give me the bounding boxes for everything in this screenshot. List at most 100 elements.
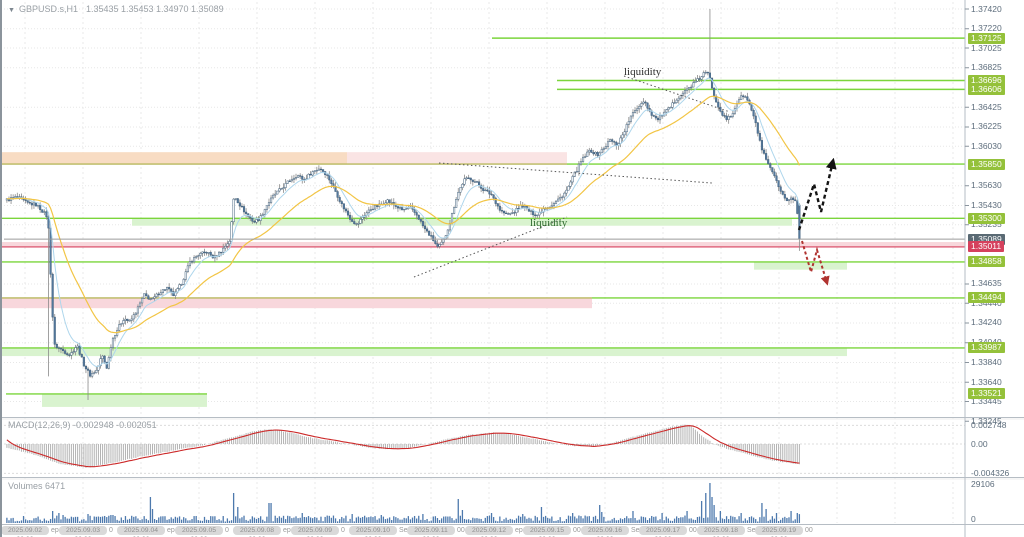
price-level-badge: 1.36696 <box>968 74 1005 86</box>
price-zone-band[interactable] <box>2 347 847 357</box>
candle-body <box>463 178 466 185</box>
candle-body <box>111 337 115 348</box>
candle-body <box>667 107 670 111</box>
candle-body <box>790 197 793 200</box>
time-axis-date-pill: 2025.09.05 00:00 <box>175 526 223 537</box>
macd-values: -0.002948 -0.002051 <box>73 420 157 430</box>
candle-body <box>765 153 768 160</box>
dotted-trendline[interactable] <box>438 162 713 184</box>
time-axis-date-pill: 2025.09.09 00:00 <box>291 526 339 537</box>
liquidity-annotation-mid[interactable]: liquidity <box>530 217 568 229</box>
candle-body <box>118 324 121 331</box>
price-tick-label: 1.34040 <box>971 338 1002 347</box>
candle-body <box>686 88 689 91</box>
candle-body <box>390 202 393 204</box>
price-level-badge: 1.36606 <box>968 83 1005 95</box>
time-axis-date-pill: 2025.09.03 00:00 <box>59 526 107 537</box>
bullish-scenario-arrow[interactable] <box>797 157 837 231</box>
price-zone-band[interactable] <box>754 261 847 270</box>
candle-body <box>149 298 152 300</box>
candle-body <box>783 194 786 199</box>
candle-body <box>201 251 204 254</box>
candle-body <box>37 204 40 207</box>
candle-body <box>24 199 27 201</box>
candle-body <box>99 358 102 367</box>
chart-expander-icon[interactable]: ▼ <box>8 7 15 14</box>
candle-body <box>492 194 495 199</box>
price-zone-band[interactable] <box>42 393 207 407</box>
candle-body <box>14 196 17 198</box>
candle-body <box>507 213 510 215</box>
dotted-trendline[interactable] <box>623 75 731 113</box>
time-axis-fragment: ep <box>51 527 59 534</box>
price-level-badge: 1.37125 <box>968 32 1005 44</box>
candle-body <box>696 78 699 82</box>
candle-body <box>203 251 206 253</box>
macd-indicator-label: MACD(12,26,9) -0.002948 -0.002051 <box>8 420 157 430</box>
candle-body <box>706 71 709 74</box>
candle-body <box>157 293 160 296</box>
candle-body <box>746 96 749 101</box>
time-axis-fragment: 0 <box>225 527 229 534</box>
bearish-scenario-arrow[interactable] <box>801 240 830 286</box>
price-zone-band[interactable] <box>132 218 792 226</box>
candle-body <box>301 176 304 180</box>
candle-body <box>153 296 156 299</box>
candle-body <box>338 197 341 202</box>
candle-body <box>141 298 144 304</box>
price-zone-band[interactable] <box>2 297 592 309</box>
candle-body <box>251 217 254 222</box>
candle-body <box>459 187 462 193</box>
candle-body <box>646 102 649 109</box>
candle-body <box>30 202 33 206</box>
candle-body <box>552 203 555 207</box>
candle-body <box>80 354 83 358</box>
candle-body <box>563 192 566 198</box>
time-axis-fragment: Sep <box>399 527 412 534</box>
price-tick-label: 1.33840 <box>971 356 1002 367</box>
candle-body <box>315 170 318 172</box>
price-zone-band[interactable] <box>2 242 965 247</box>
time-axis-date-pill: 2025.09.15 00:00 <box>523 526 571 537</box>
candle-body <box>386 199 389 204</box>
candle-body <box>455 199 458 208</box>
candle-body <box>32 202 35 206</box>
candle-body <box>796 200 799 214</box>
candle-body <box>319 168 323 171</box>
candle-body <box>623 131 626 136</box>
candle-body <box>311 171 314 176</box>
time-axis-date-pill: 2025.09.16 00:00 <box>581 526 629 537</box>
candle-body <box>787 199 791 202</box>
candle-body <box>195 256 198 258</box>
candle-body <box>145 293 148 297</box>
candle-body <box>186 265 189 272</box>
time-axis-fragment: 00 <box>805 527 813 534</box>
candle-body <box>280 188 283 190</box>
candle-body <box>228 241 231 245</box>
candle-body <box>419 219 422 222</box>
candle-body <box>640 103 643 107</box>
candle-body <box>346 210 350 216</box>
moving-average-line <box>6 77 800 368</box>
candle-body <box>82 356 85 367</box>
candle-body <box>84 365 87 370</box>
candle-body <box>53 316 56 345</box>
candle-body <box>769 163 772 168</box>
candle-body <box>677 97 680 101</box>
price-zone-band[interactable] <box>2 152 347 165</box>
candle-body <box>440 241 443 245</box>
candle-body <box>265 205 268 210</box>
candle-body <box>197 255 200 257</box>
candle-body <box>536 214 539 217</box>
candle-body <box>190 261 194 263</box>
candle-body <box>261 214 264 216</box>
candle-body <box>648 107 651 112</box>
candle-body <box>230 221 233 242</box>
liquidity-annotation-top[interactable]: liquidity <box>624 66 662 78</box>
candle-body <box>193 257 196 263</box>
price-zone-band[interactable] <box>347 152 567 165</box>
dotted-trendline[interactable] <box>413 216 568 278</box>
candle-body <box>166 287 169 291</box>
candle-body <box>550 205 553 208</box>
